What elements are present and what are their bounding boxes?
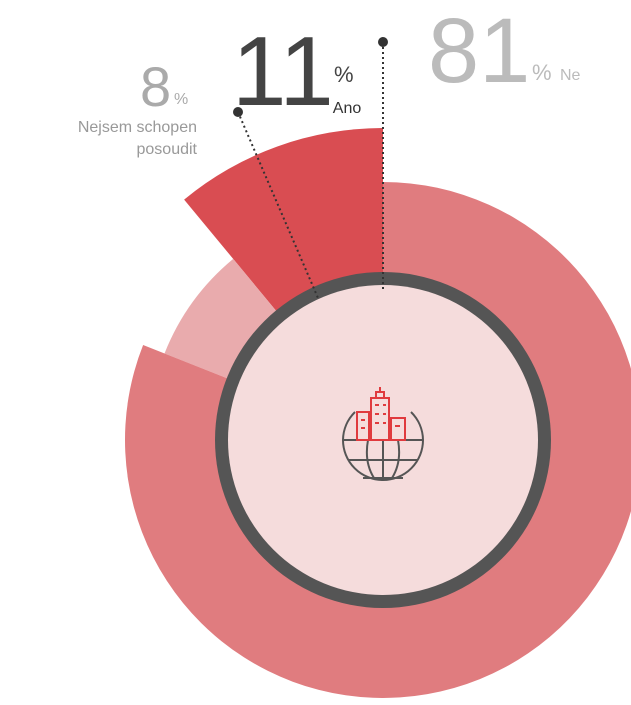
- category-label: Nejsem schopen posoudit: [77, 119, 197, 158]
- value-label: 11: [232, 16, 334, 126]
- category-label: Ne: [560, 67, 581, 84]
- category-label: Ano: [333, 100, 362, 117]
- value-label: 8: [140, 55, 171, 118]
- leader-lines: [233, 37, 388, 299]
- unit-label: %: [532, 60, 552, 85]
- unit-label: %: [334, 62, 354, 87]
- unit-label: %: [174, 91, 188, 108]
- buildings-icon: [356, 387, 406, 441]
- value-label: 81: [428, 0, 530, 102]
- leader-line: [237, 111, 319, 299]
